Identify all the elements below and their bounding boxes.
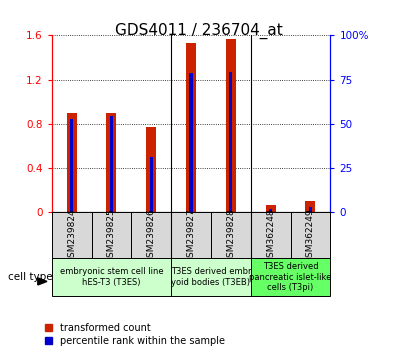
Bar (305, 201, 315, 212)
Bar (171, 212, 211, 258)
Bar (269, 209, 272, 212)
Bar (92, 212, 131, 258)
Text: GSM239826: GSM239826 (147, 208, 156, 263)
Text: embryonic stem cell line
hES-T3 (T3ES): embryonic stem cell line hES-T3 (T3ES) (60, 267, 163, 287)
Text: GSM239825: GSM239825 (107, 208, 116, 263)
Bar (226, 39, 236, 212)
Bar (171, 258, 251, 296)
Bar (265, 205, 275, 212)
Text: GSM362249: GSM362249 (306, 208, 315, 263)
Bar (52, 212, 92, 258)
Text: T3ES derived
pancreatic islet-like
cells (T3pi): T3ES derived pancreatic islet-like cells… (250, 262, 332, 292)
Bar (211, 212, 251, 258)
Text: GDS4011 / 236704_at: GDS4011 / 236704_at (115, 23, 283, 39)
Bar (229, 72, 232, 212)
Bar (251, 258, 330, 296)
Bar (110, 116, 113, 212)
Bar (70, 120, 73, 212)
Text: GSM239827: GSM239827 (187, 208, 195, 263)
Legend: transformed count, percentile rank within the sample: transformed count, percentile rank withi… (45, 323, 225, 346)
Bar (291, 212, 330, 258)
Bar (251, 212, 291, 258)
Text: GSM239828: GSM239828 (226, 208, 235, 263)
Bar (131, 212, 171, 258)
Text: cell type: cell type (8, 272, 53, 282)
Bar (67, 113, 77, 212)
Bar (309, 207, 312, 212)
Text: GSM362248: GSM362248 (266, 208, 275, 263)
Bar (106, 113, 116, 212)
Bar (52, 258, 171, 296)
Text: T3ES derived embr
yoid bodies (T3EB): T3ES derived embr yoid bodies (T3EB) (171, 267, 251, 287)
Text: GSM239824: GSM239824 (67, 208, 76, 263)
Bar (186, 43, 196, 212)
Polygon shape (38, 278, 47, 285)
Bar (150, 157, 153, 212)
Bar (146, 127, 156, 212)
Bar (189, 73, 193, 212)
